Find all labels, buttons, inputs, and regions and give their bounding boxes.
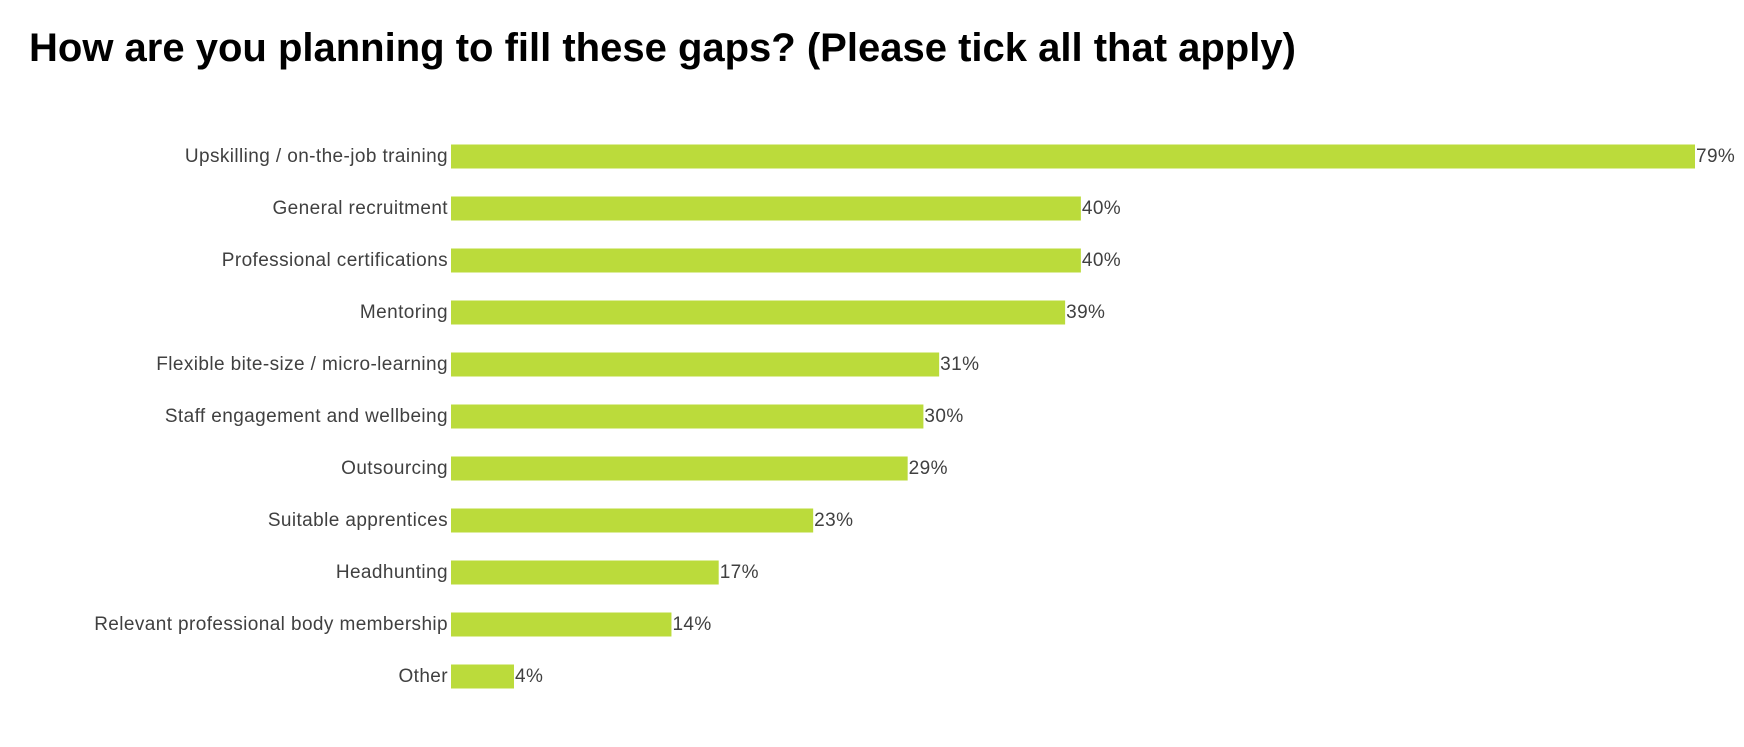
category-label: Mentoring xyxy=(360,302,448,323)
category-label: Relevant professional body membership xyxy=(94,614,448,635)
category-label: General recruitment xyxy=(272,198,448,219)
value-labels-group: 79% 40% 40% 39% 31% 30% 29% 23% 17% 14% 4% xyxy=(515,146,1735,687)
bar xyxy=(451,560,719,585)
bar xyxy=(451,664,514,689)
bar xyxy=(451,612,672,637)
bar xyxy=(451,456,908,481)
category-label: Staff engagement and wellbeing xyxy=(165,406,448,427)
value-label: 79% xyxy=(1696,146,1735,167)
chart-title: How are you planning to fill these gaps?… xyxy=(29,26,1296,70)
value-label: 29% xyxy=(909,458,948,479)
category-label: Other xyxy=(398,666,448,687)
value-label: 39% xyxy=(1066,302,1105,323)
bar xyxy=(451,300,1066,325)
value-label: 17% xyxy=(720,562,759,583)
value-label: 23% xyxy=(814,510,853,531)
bar xyxy=(451,404,924,429)
bar xyxy=(451,352,940,377)
category-label: Outsourcing xyxy=(341,458,448,479)
bars-group xyxy=(451,144,1695,689)
bar xyxy=(451,508,814,533)
bar xyxy=(451,248,1081,273)
bar xyxy=(451,144,1695,169)
value-label: 40% xyxy=(1082,198,1121,219)
category-label: Headhunting xyxy=(336,562,448,583)
bar xyxy=(451,196,1081,221)
category-label: Suitable apprentices xyxy=(268,510,448,531)
value-label: 31% xyxy=(940,354,979,375)
value-label: 14% xyxy=(672,614,711,635)
category-label: Upskilling / on-the-job training xyxy=(185,146,448,167)
value-label: 40% xyxy=(1082,250,1121,271)
category-label: Flexible bite-size / micro-learning xyxy=(156,354,448,375)
category-labels-group: Upskilling / on-the-job training General … xyxy=(94,146,448,687)
value-label: 30% xyxy=(924,406,963,427)
category-label: Professional certifications xyxy=(222,250,448,271)
value-label: 4% xyxy=(515,666,543,687)
